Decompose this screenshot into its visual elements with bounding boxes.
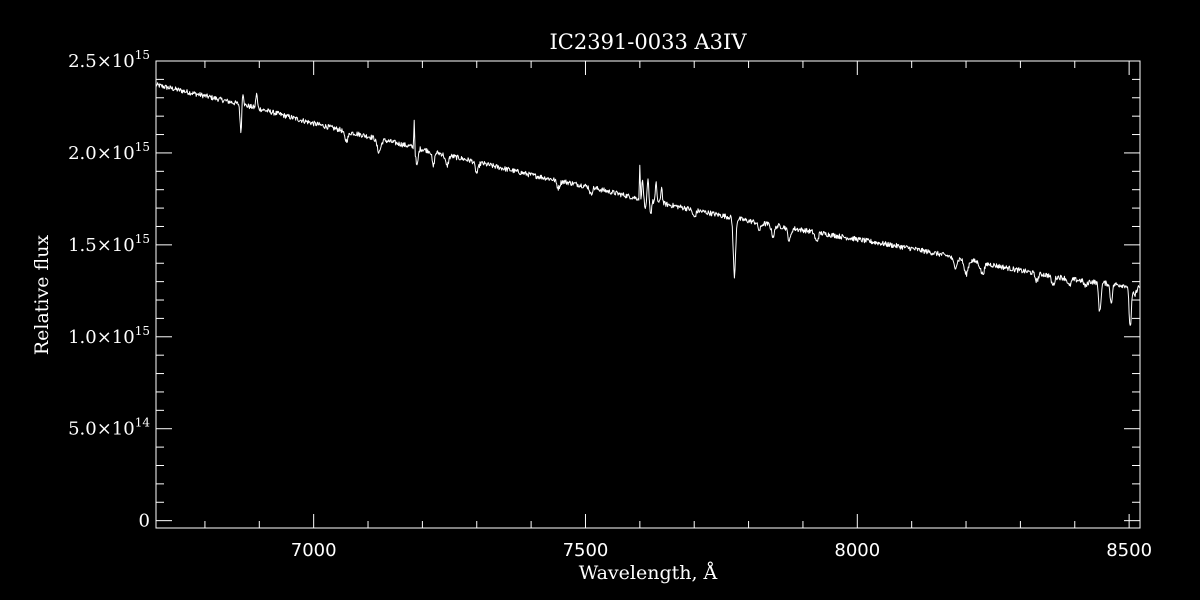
y-axis-ticks: [156, 60, 1140, 522]
x-tick-label: 7500: [563, 540, 609, 561]
x-axis-tick-labels: 7000 7500 8000 8500: [291, 540, 1152, 561]
chart-title: IC2391-0033 A3IV: [549, 30, 747, 54]
y-axis-label: Relative flux: [31, 235, 53, 356]
x-axis-label: Wavelength, Å: [579, 562, 718, 584]
x-tick-label: 8500: [1106, 540, 1152, 561]
x-tick-label: 7000: [291, 540, 337, 561]
y-tick-label: 2.5×1015: [68, 48, 150, 72]
plot-frame: [155, 60, 1141, 529]
y-tick-label: 5.0×1014: [68, 416, 150, 440]
spectrum-line: [155, 82, 1141, 326]
y-tick-label: 1.5×1015: [68, 232, 150, 256]
y-axis-tick-labels: 0 5.0×1014 1.0×1015 1.5×1015 2.0×1015 2.5×101…: [68, 48, 150, 532]
y-tick-label: 1.0×1015: [68, 324, 150, 348]
y-tick-label: 2.0×1015: [68, 140, 150, 164]
y-tick-label: 0: [139, 511, 150, 532]
x-tick-label: 8000: [834, 540, 880, 561]
